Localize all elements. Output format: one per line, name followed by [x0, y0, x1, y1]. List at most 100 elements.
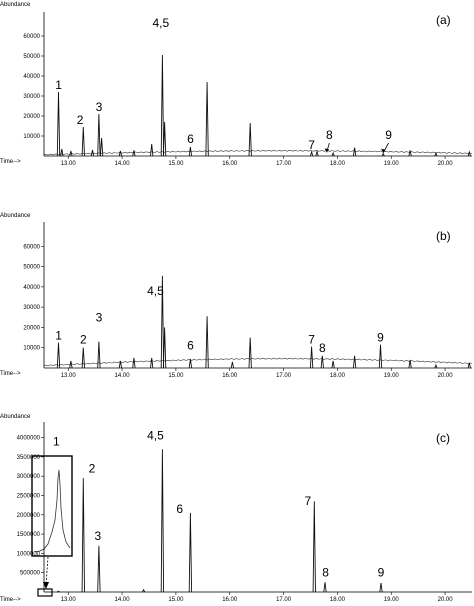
peak-label: 2: [89, 461, 96, 475]
y-tick-label: 3000000: [17, 474, 41, 480]
peak-mark: [81, 478, 85, 593]
peak-mark: [81, 347, 85, 369]
x-tick-label: 18.00: [330, 161, 346, 167]
y-tick-label: 20000: [23, 325, 40, 331]
x-tick-label: 20.00: [438, 597, 454, 603]
x-tick-label: 19.00: [384, 161, 400, 167]
peak-mark: [205, 81, 209, 157]
peak-mark: [408, 150, 412, 157]
x-tick-label: 14.00: [115, 597, 131, 603]
peak-label: 4,5: [147, 284, 164, 298]
peak-mark: [315, 149, 319, 157]
peak-mark: [69, 150, 73, 157]
x-tick-label: 16.00: [222, 597, 238, 603]
panel-b-ylabel: Abundance: [0, 213, 31, 219]
x-tick-label: 18.00: [330, 373, 346, 379]
peak-label: 2: [80, 333, 87, 347]
peak-mark: [248, 337, 252, 369]
y-tick-label: 2500000: [17, 493, 41, 499]
y-tick-label: 1000000: [17, 551, 41, 557]
peak-label: 8: [319, 341, 326, 355]
y-tick-label: 10000: [23, 346, 40, 352]
peak-arrowhead: [381, 148, 386, 153]
peak-mark: [132, 357, 136, 369]
peak-label: 2: [77, 113, 84, 127]
peak-mark: [352, 355, 357, 369]
peak-mark: [142, 588, 146, 593]
peak-label: 6: [187, 132, 194, 146]
y-tick-label: 40000: [23, 74, 40, 80]
peak-label: 6: [176, 502, 183, 516]
x-tick-label: 13.00: [61, 373, 77, 379]
panel-a-xlabel: Time-->: [0, 159, 21, 165]
chart-panel-c: Abundance (c) Time--> 500000 1000000 15000…: [0, 414, 472, 603]
peak-label: 9: [378, 566, 385, 580]
peak-mark: [57, 590, 60, 593]
peak-mark: [378, 344, 383, 369]
peak-mark: [320, 355, 324, 369]
peak-label: 4,5: [147, 429, 164, 443]
peak-mark: [90, 149, 95, 157]
peak-label: 7: [308, 138, 315, 152]
peak-label: 1: [55, 329, 62, 343]
x-tick-label: 20.00: [438, 161, 454, 167]
chart-panel-a: Abundance (a) Time--> 10000 20000 30000 400…: [0, 2, 473, 167]
y-tick-label: 1500000: [17, 532, 41, 538]
y-tick-label: 30000: [23, 94, 40, 100]
y-tick-label: 3500000: [17, 455, 41, 461]
peak-label: 9: [377, 331, 384, 345]
x-tick-label: 15.00: [168, 161, 184, 167]
peak-mark: [97, 545, 101, 593]
peak-mark: [312, 501, 316, 593]
y-tick-label: 2000000: [17, 513, 41, 519]
y-tick-label: 50000: [23, 54, 40, 60]
peak-mark: [323, 582, 327, 593]
peak-mark: [188, 146, 193, 157]
y-tick-label: 20000: [23, 114, 40, 120]
peak-mark: [408, 359, 412, 369]
series-baseline: [43, 357, 473, 367]
peak-mark: [230, 361, 235, 369]
x-tick-label: 17.00: [276, 373, 292, 379]
peak-mark: [99, 137, 104, 157]
y-tick-label: 50000: [23, 265, 40, 271]
panel-b-xlabel: Time-->: [0, 371, 21, 377]
peak-mark: [132, 150, 136, 157]
y-tick-label: 4000000: [17, 436, 41, 442]
peak-mark: [60, 148, 64, 157]
peak-label: 3: [96, 100, 103, 114]
peak-label: 6: [187, 339, 194, 353]
peak-label: 8: [322, 566, 329, 580]
x-tick-label: 17.00: [276, 161, 292, 167]
peak-mark: [162, 121, 167, 157]
peak-mark: [248, 122, 252, 157]
x-tick-label: 15.00: [168, 597, 184, 603]
y-tick-label: 10000: [23, 134, 40, 140]
peak-mark: [160, 54, 165, 157]
inset-source-box: [37, 588, 53, 597]
peak-label: 3: [94, 529, 101, 543]
x-tick-label: 20.00: [438, 373, 454, 379]
panel-a-label: (a): [436, 13, 451, 27]
x-tick-label: 13.00: [61, 597, 77, 603]
peak-label: 7: [308, 333, 315, 347]
x-tick-label: 17.00: [276, 597, 292, 603]
x-tick-label: 19.00: [384, 597, 400, 603]
peak-mark: [379, 583, 383, 593]
peak-mark: [97, 113, 101, 157]
peak-mark: [467, 362, 471, 369]
peak-arrowhead: [324, 148, 330, 153]
peak-mark: [81, 126, 85, 157]
peak-label: 3: [96, 310, 103, 324]
peak-mark: [205, 316, 209, 369]
y-tick-label: 60000: [23, 34, 40, 40]
peak-mark: [150, 357, 154, 369]
peak-mark: [97, 341, 101, 369]
panel-b-label: (b): [436, 229, 451, 243]
peak-mark: [118, 360, 123, 369]
inset-callout-arrow: [45, 556, 49, 586]
y-tick-label: 40000: [23, 285, 40, 291]
x-tick-label: 16.00: [222, 373, 238, 379]
chart-panel-b: Abundance (b) Time--> 10000 20000 30000 400…: [0, 213, 473, 379]
